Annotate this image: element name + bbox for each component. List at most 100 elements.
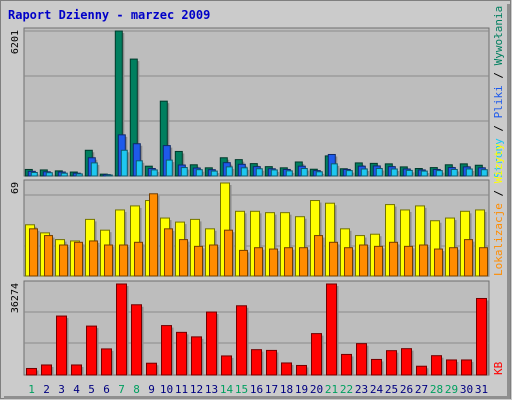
bar-face [150, 169, 158, 177]
bar-lokalizacje-28 [434, 248, 445, 277]
bar-face [465, 168, 473, 177]
bar-face [254, 247, 263, 277]
bar-kb-20 [311, 333, 324, 376]
bar-strony-2 [45, 172, 55, 177]
bar-face [59, 244, 68, 277]
bar-strony-12 [195, 169, 205, 177]
bar-face [371, 358, 382, 376]
panel-3: 36274 [10, 280, 490, 376]
bar-lokalizacje-16 [254, 247, 265, 277]
x-tick-label: 19 [295, 383, 308, 396]
x-tick-label: 13 [205, 383, 218, 396]
bar-lokalizacje-17 [269, 248, 280, 277]
bar-face [194, 245, 203, 277]
bar-face [255, 168, 263, 177]
legend-entry: Lokalizacje [492, 203, 505, 276]
bar-lokalizacje-20 [314, 235, 325, 277]
bar-face [374, 245, 383, 277]
x-tick-label: 25 [385, 383, 398, 396]
bar-lokalizacje-30 [464, 239, 475, 277]
bar-face [206, 311, 217, 376]
bar-face [285, 170, 293, 177]
x-tick-label: 27 [415, 383, 428, 396]
bar-strony-28 [435, 170, 445, 177]
bar-kb-11 [176, 331, 189, 376]
bar-face [341, 353, 352, 376]
bar-face [116, 283, 127, 376]
x-tick-label: 31 [475, 383, 488, 396]
legend-middle: Lokalizacje / Wizyty [492, 143, 505, 276]
bar-face [74, 241, 83, 277]
bar-face [404, 245, 413, 277]
x-tick-label: 18 [280, 383, 293, 396]
x-tick-label: 26 [400, 383, 413, 396]
bar-face [266, 349, 277, 376]
bar-strony-11 [180, 167, 190, 177]
bar-lokalizacje-2 [44, 235, 55, 277]
x-tick-label: 4 [73, 383, 80, 396]
bar-face [71, 364, 82, 376]
bar-face [359, 244, 368, 277]
bar-face [401, 348, 412, 376]
x-tick-label: 30 [460, 383, 473, 396]
bar-face [224, 229, 233, 277]
y-max-label: 36274 [10, 283, 21, 313]
bar-strony-18 [285, 170, 295, 177]
legend-separator: / [492, 118, 505, 138]
bar-face [134, 241, 143, 277]
bar-face [315, 171, 323, 177]
bar-face [251, 349, 262, 376]
bar-strony-5 [90, 162, 100, 177]
bar-kb-16 [251, 349, 264, 376]
chart-title: Raport Dzienny - marzec 2009 [8, 8, 210, 22]
x-tick-label: 28 [430, 383, 443, 396]
bar-lokalizacje-8 [134, 241, 145, 277]
bar-face [225, 166, 233, 177]
bar-strony-17 [270, 169, 280, 177]
bar-strony-8 [135, 160, 145, 177]
bar-lokalizacje-11 [179, 239, 190, 277]
bar-lokalizacje-5 [89, 240, 100, 277]
bar-kb-28 [431, 355, 444, 376]
bar-lokalizacje-27 [419, 244, 430, 277]
bar-strony-27 [420, 170, 430, 177]
bar-face [161, 325, 172, 376]
x-tick-label: 17 [265, 383, 278, 396]
bar-kb-26 [401, 348, 414, 376]
bar-face [120, 149, 128, 177]
bar-kb-29 [446, 359, 459, 376]
bar-lokalizacje-19 [299, 247, 310, 277]
bar-lokalizacje-18 [284, 247, 295, 277]
x-tick-label: 16 [250, 383, 263, 396]
bar-lokalizacje-9 [149, 193, 160, 277]
bar-kb-24 [371, 358, 384, 376]
bar-kb-30 [461, 359, 474, 376]
x-tick-label: 22 [340, 383, 353, 396]
x-tick-label: 15 [235, 383, 248, 396]
bar-kb-22 [341, 353, 354, 376]
bar-kb-15 [236, 305, 249, 376]
bar-kb-3 [56, 315, 69, 376]
bar-strony-10 [165, 159, 175, 177]
bar-kb-13 [206, 311, 219, 376]
legend-entry: Pliki [492, 85, 505, 118]
legend-separator: / [492, 183, 505, 203]
bar-face [89, 240, 98, 277]
bar-kb-31 [476, 297, 489, 376]
bar-lokalizacje-14 [224, 229, 235, 277]
bar-face [41, 364, 52, 376]
bar-face [236, 305, 247, 376]
x-tick-label: 3 [58, 383, 65, 396]
bar-kb-23 [356, 343, 369, 376]
panel-2: 69 [10, 179, 490, 277]
bar-strony-25 [390, 168, 400, 177]
x-tick-label: 24 [370, 383, 384, 396]
bar-kb-4 [71, 364, 84, 376]
bar-face [240, 167, 248, 177]
bar-lokalizacje-15 [239, 249, 250, 277]
legend-entry: KB [492, 361, 505, 375]
bar-face [30, 171, 38, 177]
bar-face [435, 170, 443, 177]
bar-face [480, 169, 488, 177]
bar-face [90, 162, 98, 177]
